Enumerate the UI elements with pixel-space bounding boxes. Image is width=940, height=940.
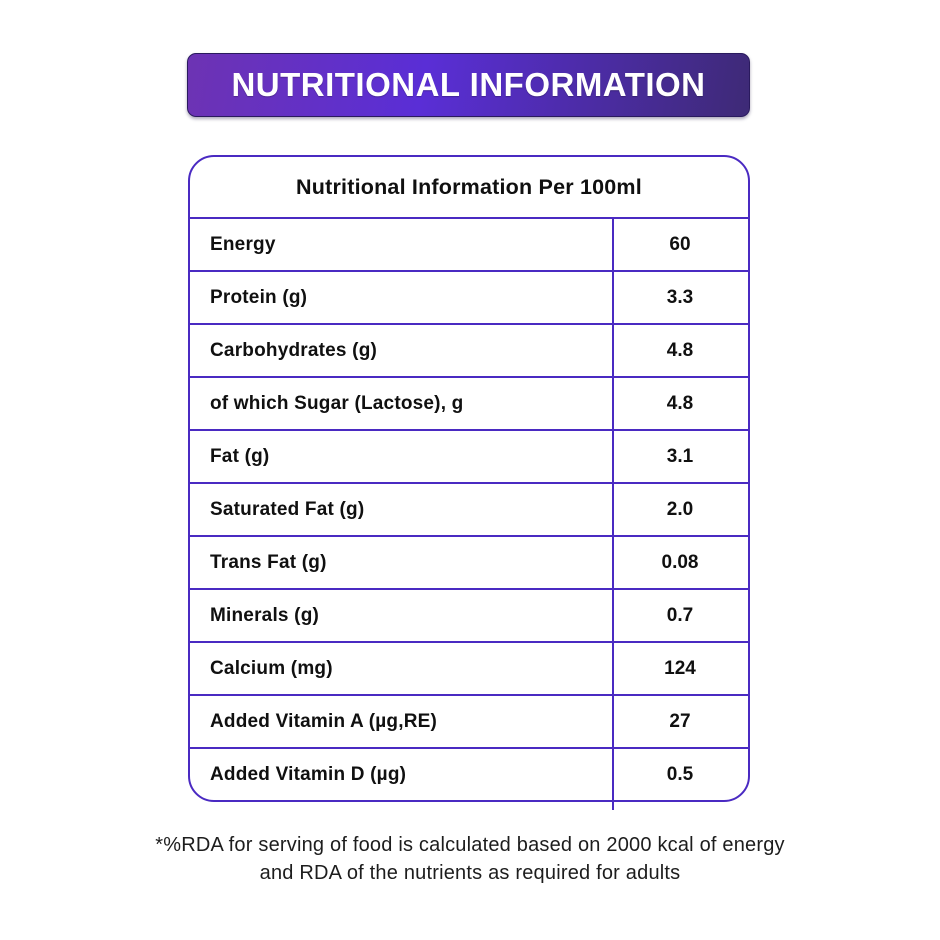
table-row: Calcium (mg) 124 bbox=[190, 643, 748, 696]
nutrient-value: 124 bbox=[664, 657, 696, 679]
nutrient-value: 0.08 bbox=[661, 551, 699, 573]
nutrient-label: Calcium (mg) bbox=[210, 657, 333, 679]
nutrient-value: 2.0 bbox=[666, 498, 694, 520]
table-row: Minerals (g) 0.7 bbox=[190, 590, 748, 643]
nutrient-label: Energy bbox=[210, 233, 276, 255]
table-row: Protein (g) 3.3 bbox=[190, 272, 748, 325]
nutrient-label: Protein (g) bbox=[210, 286, 308, 308]
page-title: NUTRITIONAL INFORMATION bbox=[231, 66, 706, 103]
table-row: Trans Fat (g) 0.08 bbox=[190, 537, 748, 590]
nutrient-value: 60 bbox=[669, 233, 691, 255]
table-row: of which Sugar (Lactose), g 4.8 bbox=[190, 378, 748, 431]
nutrient-value: 0.7 bbox=[666, 604, 694, 626]
footnote-line-1: *%RDA for serving of food is calculated … bbox=[155, 834, 785, 856]
table-row: Added Vitamin D (µg) 0.5 bbox=[190, 749, 748, 800]
footnote: *%RDA for serving of food is calculated … bbox=[0, 831, 940, 887]
table-row: Carbohydrates (g) 4.8 bbox=[190, 325, 748, 378]
nutrient-value: 0.5 bbox=[666, 763, 694, 785]
nutrient-value: 4.8 bbox=[666, 392, 694, 414]
table-header-text: Nutritional Information Per 100ml bbox=[296, 174, 642, 199]
table-row: Energy 60 bbox=[190, 219, 748, 272]
nutrient-label: Minerals (g) bbox=[210, 604, 320, 626]
table-row: Saturated Fat (g) 2.0 bbox=[190, 484, 748, 537]
table-body: Energy 60 Protein (g) 3.3 Carbohydrates (g) 4… bbox=[190, 219, 748, 800]
table-header-row: Nutritional Information Per 100ml bbox=[190, 157, 748, 219]
title-banner: NUTRITIONAL INFORMATION bbox=[187, 53, 750, 117]
nutrient-label: Fat (g) bbox=[210, 445, 270, 467]
nutrient-value: 3.3 bbox=[666, 286, 694, 308]
nutrition-table: Nutritional Information Per 100ml Energy… bbox=[188, 155, 750, 810]
table-row: Fat (g) 3.1 bbox=[190, 431, 748, 484]
footnote-line-2: and RDA of the nutrients as required for… bbox=[259, 862, 681, 884]
nutrient-value: 3.1 bbox=[666, 445, 694, 467]
table-row: Added Vitamin A (µg,RE) 27 bbox=[190, 696, 748, 749]
nutrient-value: 4.8 bbox=[666, 339, 694, 361]
column-divider bbox=[612, 217, 614, 810]
nutrient-label: of which Sugar (Lactose), g bbox=[210, 392, 464, 414]
nutrient-label: Saturated Fat (g) bbox=[210, 498, 365, 520]
nutrient-label: Added Vitamin A (µg,RE) bbox=[210, 710, 438, 732]
nutrient-label: Carbohydrates (g) bbox=[210, 339, 378, 361]
nutrient-label: Trans Fat (g) bbox=[210, 551, 327, 573]
nutrient-label: Added Vitamin D (µg) bbox=[210, 763, 407, 785]
nutrient-value: 27 bbox=[669, 710, 691, 732]
